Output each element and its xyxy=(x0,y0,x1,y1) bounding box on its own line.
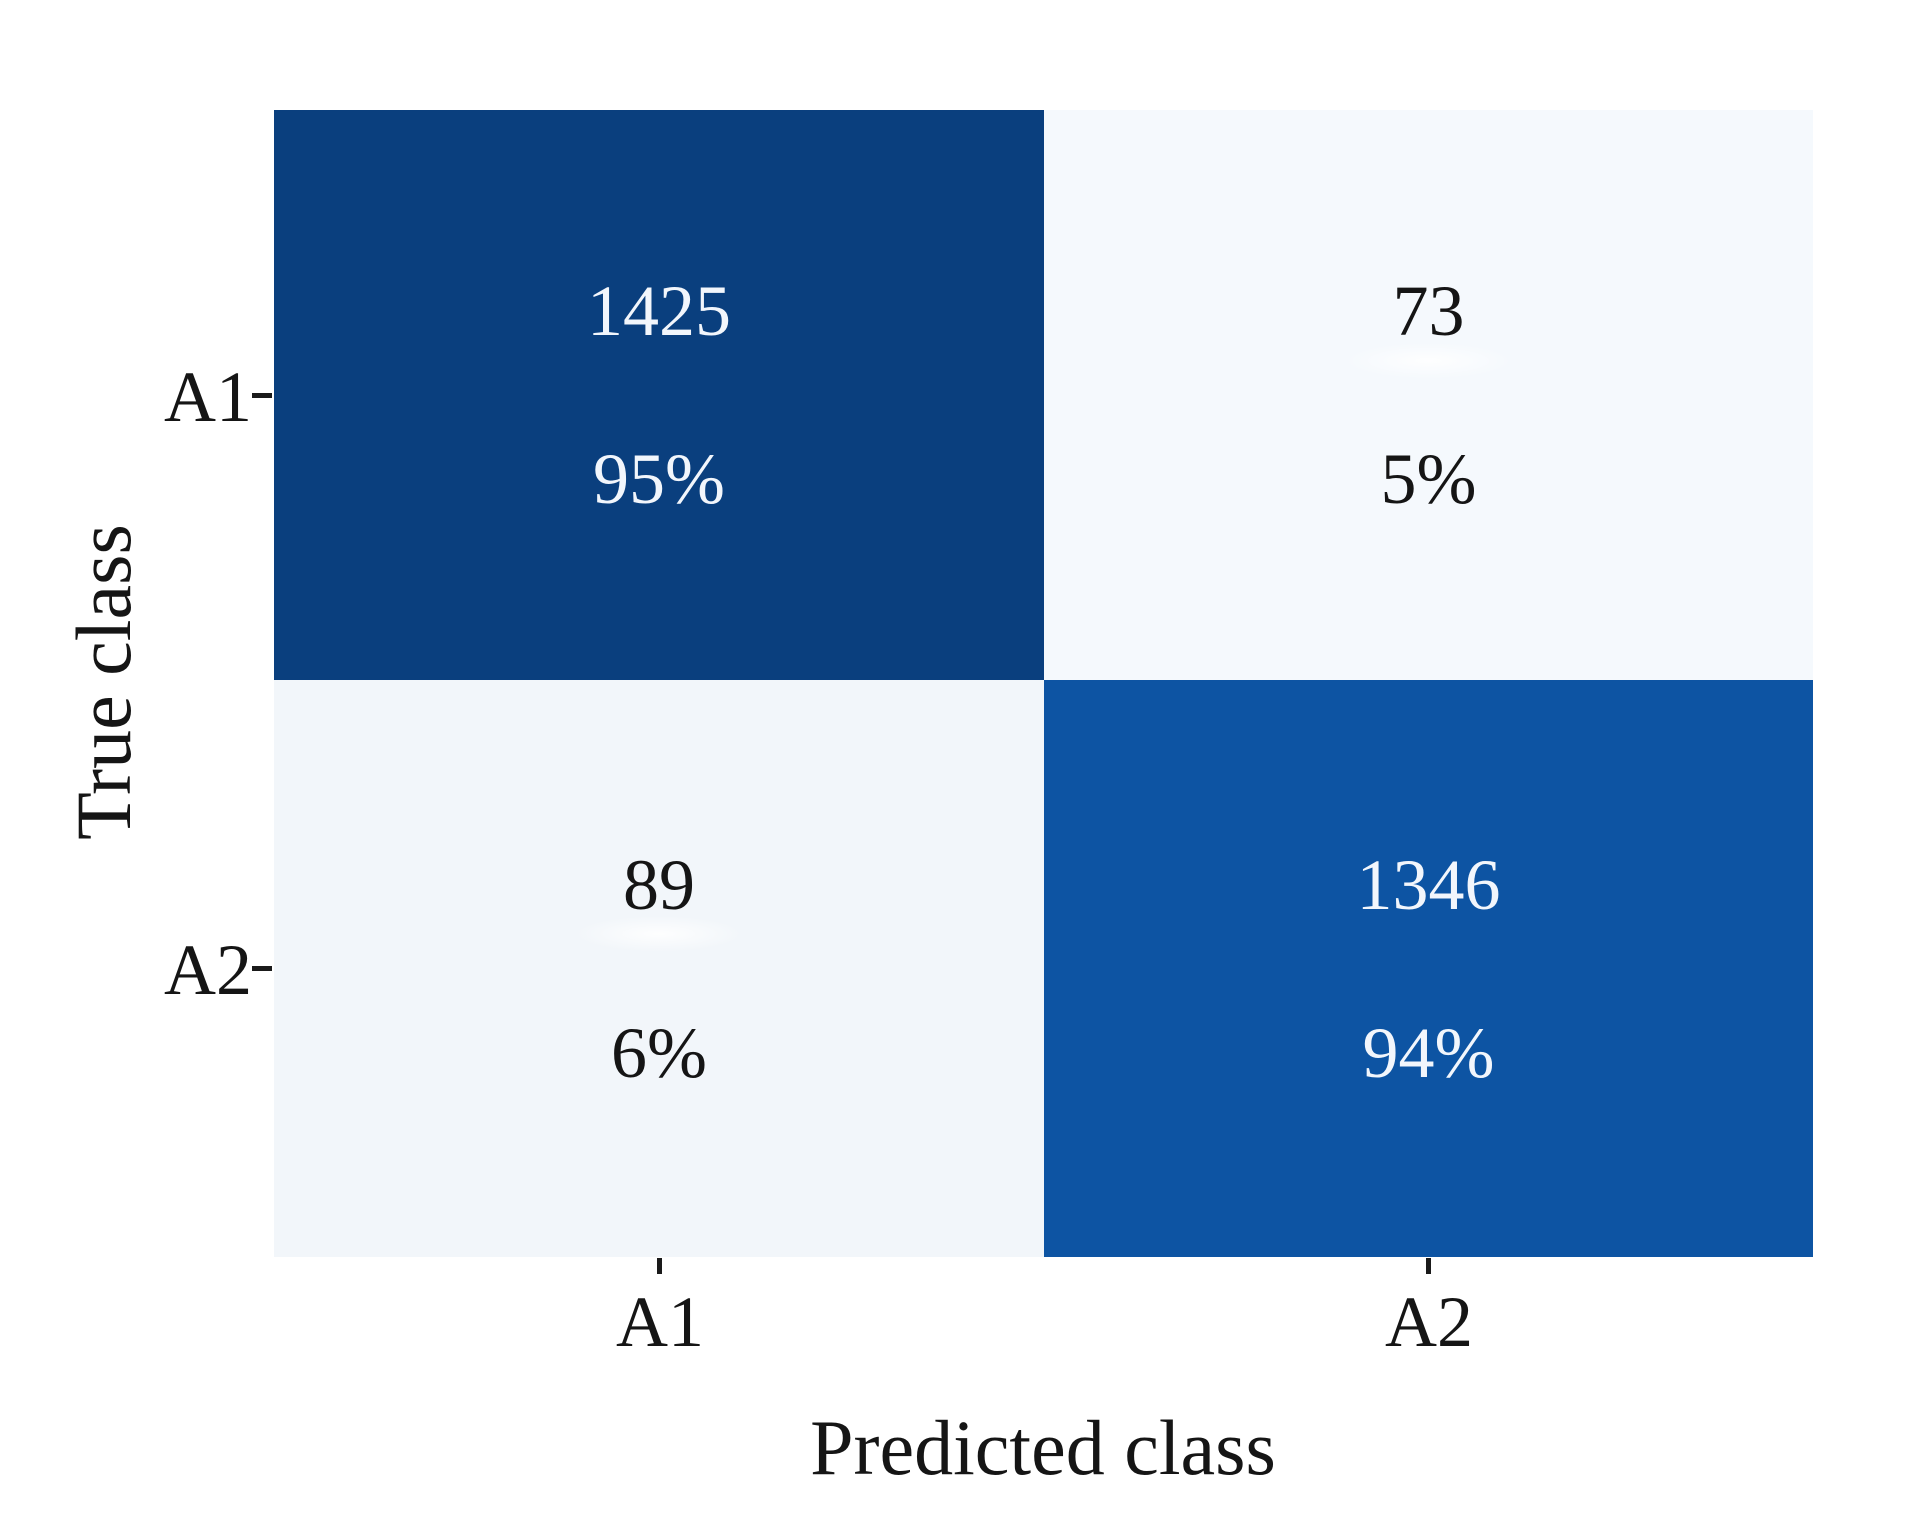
cell-count: 1346 xyxy=(1356,844,1501,925)
cell-true-a2-pred-a2: 1346 94% xyxy=(1044,680,1813,1257)
x-tick-label-a2: A2 xyxy=(1385,1282,1473,1362)
heatmap-grid: 1425 95% 73 5% 89 6% 1346 94% xyxy=(274,110,1813,1257)
cell-true-a2-pred-a1: 89 6% xyxy=(274,680,1044,1257)
y-tick-mark-a2 xyxy=(252,966,272,971)
cell-count: 89 xyxy=(623,844,695,925)
cell-percent: 95% xyxy=(593,439,725,519)
x-tick-mark-a2 xyxy=(1426,1258,1431,1274)
cell-true-a1-pred-a1: 1425 95% xyxy=(274,110,1044,680)
cell-count: 73 xyxy=(1392,271,1465,351)
y-axis-title: True class xyxy=(60,524,147,840)
cell-percent: 5% xyxy=(1380,439,1477,519)
x-tick-label-a1: A1 xyxy=(616,1282,704,1362)
x-axis-title: Predicted class xyxy=(810,1404,1276,1491)
cell-true-a1-pred-a2: 73 5% xyxy=(1044,110,1813,680)
y-tick-label-a2: A2 xyxy=(164,930,252,1010)
cell-percent: 94% xyxy=(1362,1012,1495,1093)
x-tick-mark-a1 xyxy=(657,1258,662,1274)
y-tick-label-a1: A1 xyxy=(164,357,252,437)
cell-count: 1425 xyxy=(587,271,731,351)
y-tick-mark-a1 xyxy=(252,393,272,398)
cell-percent: 6% xyxy=(611,1012,707,1093)
